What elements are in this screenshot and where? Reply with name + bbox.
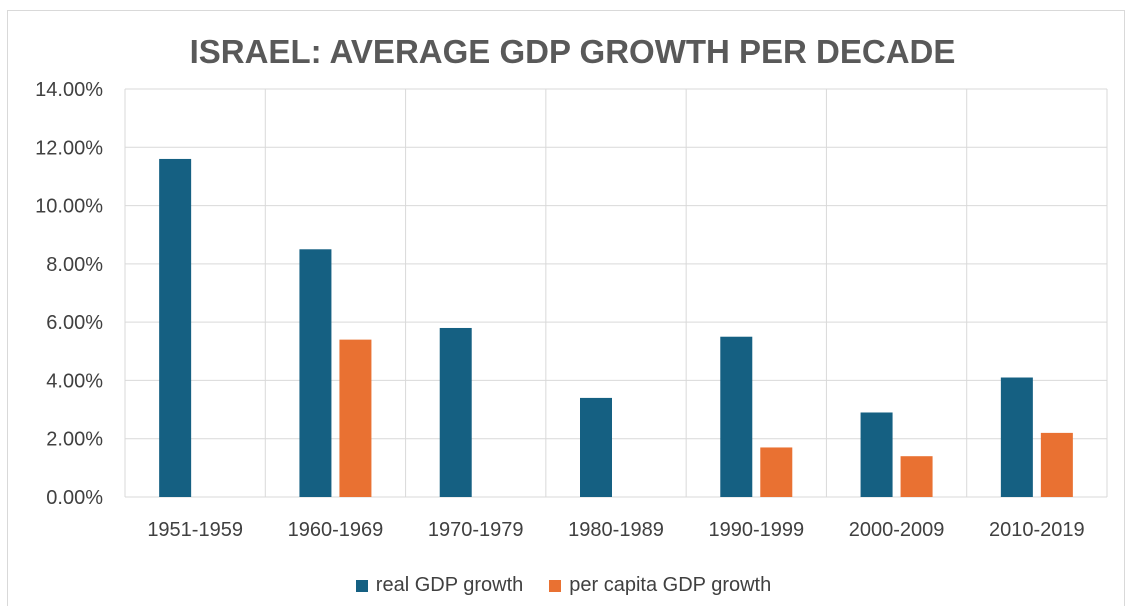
y-tick-label: 2.00%	[46, 429, 103, 451]
x-tick-label: 1990-1999	[708, 519, 804, 541]
y-tick-label: 10.00%	[35, 196, 103, 218]
y-tick-label: 0.00%	[46, 487, 103, 509]
bar-real-gdp	[1001, 378, 1033, 497]
bar-per-capita-gdp	[760, 447, 792, 497]
bar-per-capita-gdp	[901, 456, 933, 497]
legend-swatch-per-capita-gdp	[549, 580, 561, 592]
bar-real-gdp	[720, 337, 752, 497]
legend-swatch-real-gdp	[356, 580, 368, 592]
y-tick-label: 12.00%	[35, 137, 103, 159]
x-tick-label: 1980-1989	[568, 519, 664, 541]
legend-item-real-gdp: real GDP growth	[356, 574, 523, 597]
x-tick-label: 1960-1969	[288, 519, 384, 541]
bar-per-capita-gdp	[339, 340, 371, 497]
chart-legend: real GDP growth per capita GDP growth	[0, 574, 1127, 597]
x-tick-label: 2000-2009	[849, 519, 945, 541]
y-tick-label: 8.00%	[46, 254, 103, 276]
y-tick-label: 4.00%	[46, 370, 103, 392]
bar-real-gdp	[440, 328, 472, 497]
y-tick-label: 14.00%	[35, 79, 103, 101]
legend-item-per-capita-gdp: per capita GDP growth	[549, 574, 771, 597]
x-tick-label: 1951-1959	[147, 519, 243, 541]
y-tick-label: 6.00%	[46, 312, 103, 334]
bar-per-capita-gdp	[1041, 433, 1073, 497]
bar-real-gdp	[159, 159, 191, 497]
bar-real-gdp	[299, 249, 331, 497]
legend-label-per-capita-gdp: per capita GDP growth	[569, 574, 771, 597]
x-tick-label: 2010-2019	[989, 519, 1085, 541]
bar-real-gdp	[861, 412, 893, 497]
legend-label-real-gdp: real GDP growth	[376, 574, 523, 597]
x-tick-label: 1970-1979	[428, 519, 524, 541]
bar-real-gdp	[580, 398, 612, 497]
